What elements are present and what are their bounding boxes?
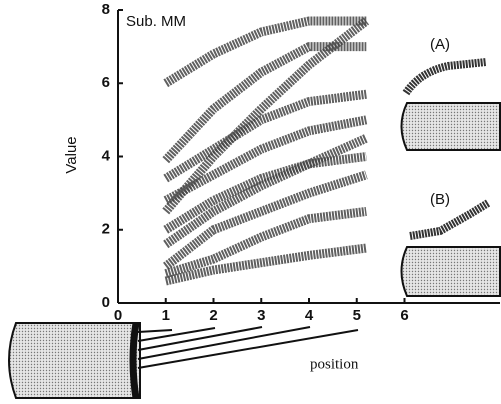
y-tick-label: 0 (102, 294, 110, 311)
series-line (162, 17, 370, 215)
series-line (163, 170, 368, 270)
series-line (163, 152, 367, 234)
x-tick-label: 4 (305, 307, 314, 324)
series-line (163, 115, 368, 205)
series-line (163, 134, 369, 249)
y-axis-label: Value (63, 136, 80, 173)
sample-diagram (8, 322, 359, 399)
y-tick-label: 2 (102, 221, 110, 238)
series-line (163, 89, 367, 183)
y-tick-label: 8 (102, 1, 110, 18)
series-line (164, 206, 367, 279)
x-tick-label: 2 (209, 307, 217, 324)
chart-title: Sub. MM (126, 13, 186, 30)
y-tick-label: 6 (102, 74, 110, 91)
inset-b (400, 199, 501, 297)
x-tick-label: 0 (114, 307, 122, 324)
x-axis-label: position (310, 356, 359, 372)
series-line (162, 42, 367, 164)
x-tick-label: 5 (353, 307, 361, 324)
x-tick-label: 6 (400, 307, 408, 324)
annotation: (B) (430, 191, 450, 208)
annotation: (A) (430, 36, 450, 53)
x-tick-label: 3 (257, 307, 265, 324)
x-tick-label: 1 (162, 307, 170, 324)
y-tick-label: 4 (102, 147, 111, 164)
inset-a (400, 58, 501, 151)
series-line (163, 16, 367, 88)
series-line (164, 243, 367, 286)
